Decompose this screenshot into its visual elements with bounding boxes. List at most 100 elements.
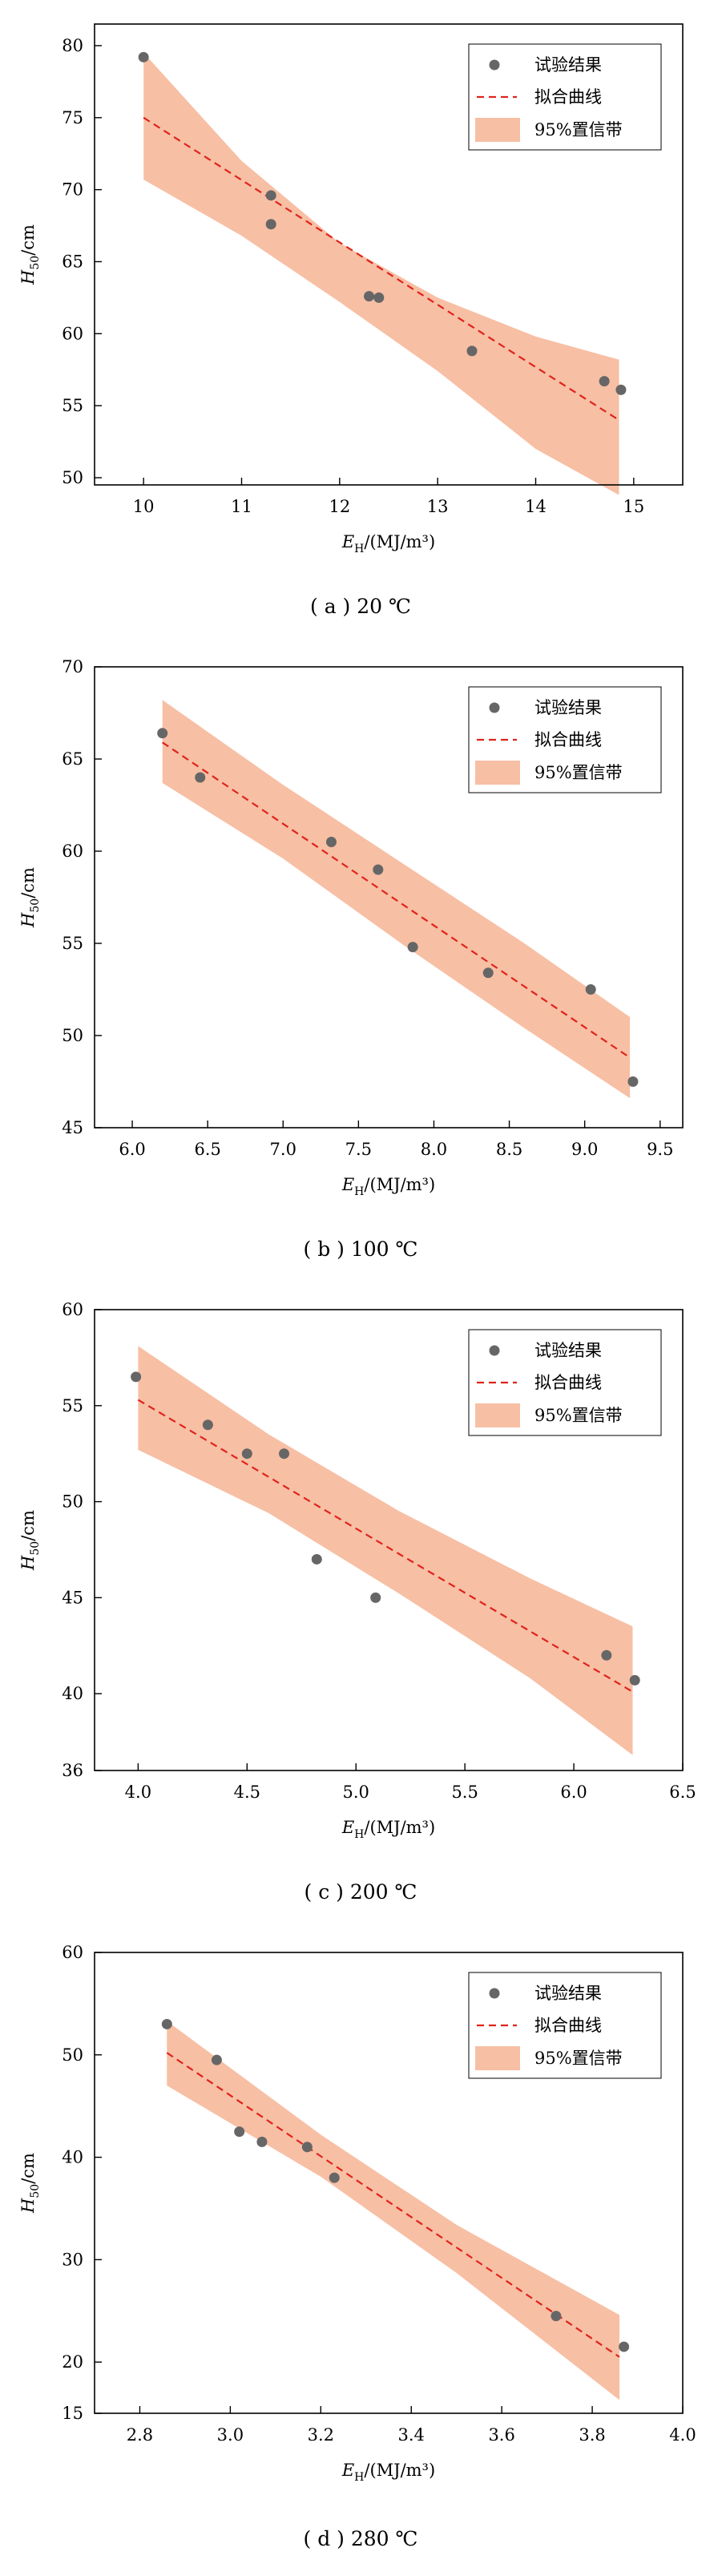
fit-line [143, 116, 620, 422]
y-tick-label: 50 [62, 2045, 83, 2065]
data-point [619, 2341, 630, 2352]
y-axis-label-sub: 50 [29, 898, 42, 913]
y-axis-label-unit: /cm [18, 1510, 38, 1541]
x-tick-label: 3.4 [398, 2425, 425, 2445]
data-point [615, 384, 627, 395]
data-point [585, 984, 596, 995]
fit-line [166, 2052, 620, 2358]
confidence-band [167, 2021, 620, 2400]
y-tick-label: 80 [62, 36, 83, 55]
chart-panel-d: 2.8 3.0 3.2 3.4 3.6 3.8 4.0152030405060EH/(MJ/… [18, 1943, 696, 2550]
x-tick-label: 14 [525, 497, 547, 516]
plot-frame [94, 1952, 684, 2414]
y-axis-label-main: H [18, 1555, 38, 1571]
legend-label-fit: 拟合曲线 [534, 1373, 602, 1392]
x-tick-label: 3.2 [308, 2425, 334, 2445]
data-point [161, 2018, 172, 2029]
data-point [370, 1592, 381, 1603]
data-point [629, 1674, 640, 1686]
data-point [599, 376, 610, 387]
x-axis-label-main: E [341, 532, 354, 551]
confidence-band [138, 1346, 633, 1755]
data-point [195, 772, 206, 783]
x-axis-label-sub: H [354, 1828, 364, 1841]
legend-marker-points [489, 1988, 500, 1999]
y-axis-label-sub: 50 [29, 1541, 42, 1556]
x-tick-label: 4.5 [234, 1783, 260, 1802]
y-tick-label: 60 [62, 1300, 83, 1319]
x-tick-label: 15 [623, 497, 644, 516]
x-tick-label: 13 [427, 497, 449, 516]
y-tick-label: 65 [62, 252, 83, 271]
confidence-band [143, 52, 619, 495]
y-axis-label-unit: /cm [18, 224, 38, 256]
legend-marker-band [475, 118, 520, 142]
legend-marker-points [489, 702, 500, 713]
x-tick-label: 5.0 [343, 1783, 369, 1802]
x-tick-label: 10 [133, 497, 155, 516]
legend-label-band: 95%置信带 [534, 120, 623, 139]
data-point [311, 1553, 322, 1565]
legend-label-points: 试验结果 [534, 1984, 602, 2003]
fit-line [162, 741, 631, 1059]
y-axis-label-sub: 50 [29, 2184, 42, 2198]
legend-marker-points [489, 1345, 500, 1356]
x-tick-label: 12 [329, 497, 350, 516]
y-tick-label: 50 [62, 1026, 83, 1045]
legend-marker-points [489, 59, 500, 71]
y-tick-label: 55 [62, 396, 83, 415]
x-tick-label: 2.8 [127, 2425, 153, 2445]
x-tick-label: 6.5 [194, 1140, 220, 1159]
data-point [157, 728, 168, 739]
legend-label-fit: 拟合曲线 [534, 730, 602, 749]
y-axis-label: H50/cm [18, 224, 42, 285]
chart-panel-c: 4.0 4.5 5.0 5.5 6.0 6.5364045505560EH/(MJ/m³)… [18, 1300, 696, 1904]
y-axis-label-main: H [18, 912, 38, 928]
data-point [265, 190, 276, 201]
x-tick-label: 6.5 [669, 1783, 696, 1802]
x-tick-label: 8.0 [421, 1140, 447, 1159]
x-tick-label: 7.5 [345, 1140, 372, 1159]
y-tick-label: 70 [62, 657, 83, 676]
data-point [466, 345, 478, 357]
x-axis-label-unit: /(MJ/m³) [364, 2461, 435, 2480]
y-tick-label: 20 [62, 2352, 83, 2372]
x-tick-label: 7.0 [270, 1140, 296, 1159]
data-point [373, 292, 385, 303]
y-tick-label: 75 [62, 108, 83, 127]
y-axis-label-main: H [18, 269, 38, 285]
x-tick-label: 9.5 [647, 1140, 673, 1159]
x-tick-label: 5.5 [451, 1783, 478, 1802]
y-tick-label: 60 [62, 1943, 83, 1962]
x-axis-label: EH/(MJ/m³) [341, 532, 435, 555]
x-tick-label: 3.6 [488, 2425, 514, 2445]
legend-label-band: 95%置信带 [534, 1406, 623, 1425]
x-axis-label-sub: H [354, 2471, 364, 2484]
y-tick-label: 45 [62, 1588, 83, 1607]
data-point [202, 1419, 213, 1431]
y-tick-label: 15 [62, 2404, 83, 2423]
data-point [256, 2136, 268, 2147]
plot-frame [94, 1309, 684, 1771]
legend-label-band: 95%置信带 [534, 2049, 623, 2068]
x-axis-label-unit: /(MJ/m³) [364, 1175, 435, 1194]
y-tick-label: 70 [62, 180, 83, 200]
x-axis-label-unit: /(MJ/m³) [364, 532, 435, 551]
y-tick-label: 40 [62, 1684, 83, 1703]
chart-caption: ( c ) 200 ℃ [305, 1880, 417, 1904]
y-axis-label-unit: /cm [18, 867, 38, 898]
legend-label-fit: 拟合曲线 [534, 87, 602, 107]
y-axis-label: H50/cm [18, 1510, 42, 1571]
y-tick-label: 50 [62, 1492, 83, 1512]
legend-label-points: 试验结果 [534, 698, 602, 717]
data-point [407, 942, 418, 953]
legend-label-points: 试验结果 [534, 55, 602, 75]
legend-label-fit: 拟合曲线 [534, 2016, 602, 2035]
x-tick-label: 3.8 [579, 2425, 605, 2445]
x-tick-label: 4.0 [125, 1783, 151, 1802]
data-point [373, 864, 384, 875]
y-tick-label: 55 [62, 1396, 83, 1415]
data-point [601, 1649, 612, 1661]
x-tick-label: 4.0 [669, 2425, 696, 2445]
y-axis-label-unit: /cm [18, 2153, 38, 2184]
